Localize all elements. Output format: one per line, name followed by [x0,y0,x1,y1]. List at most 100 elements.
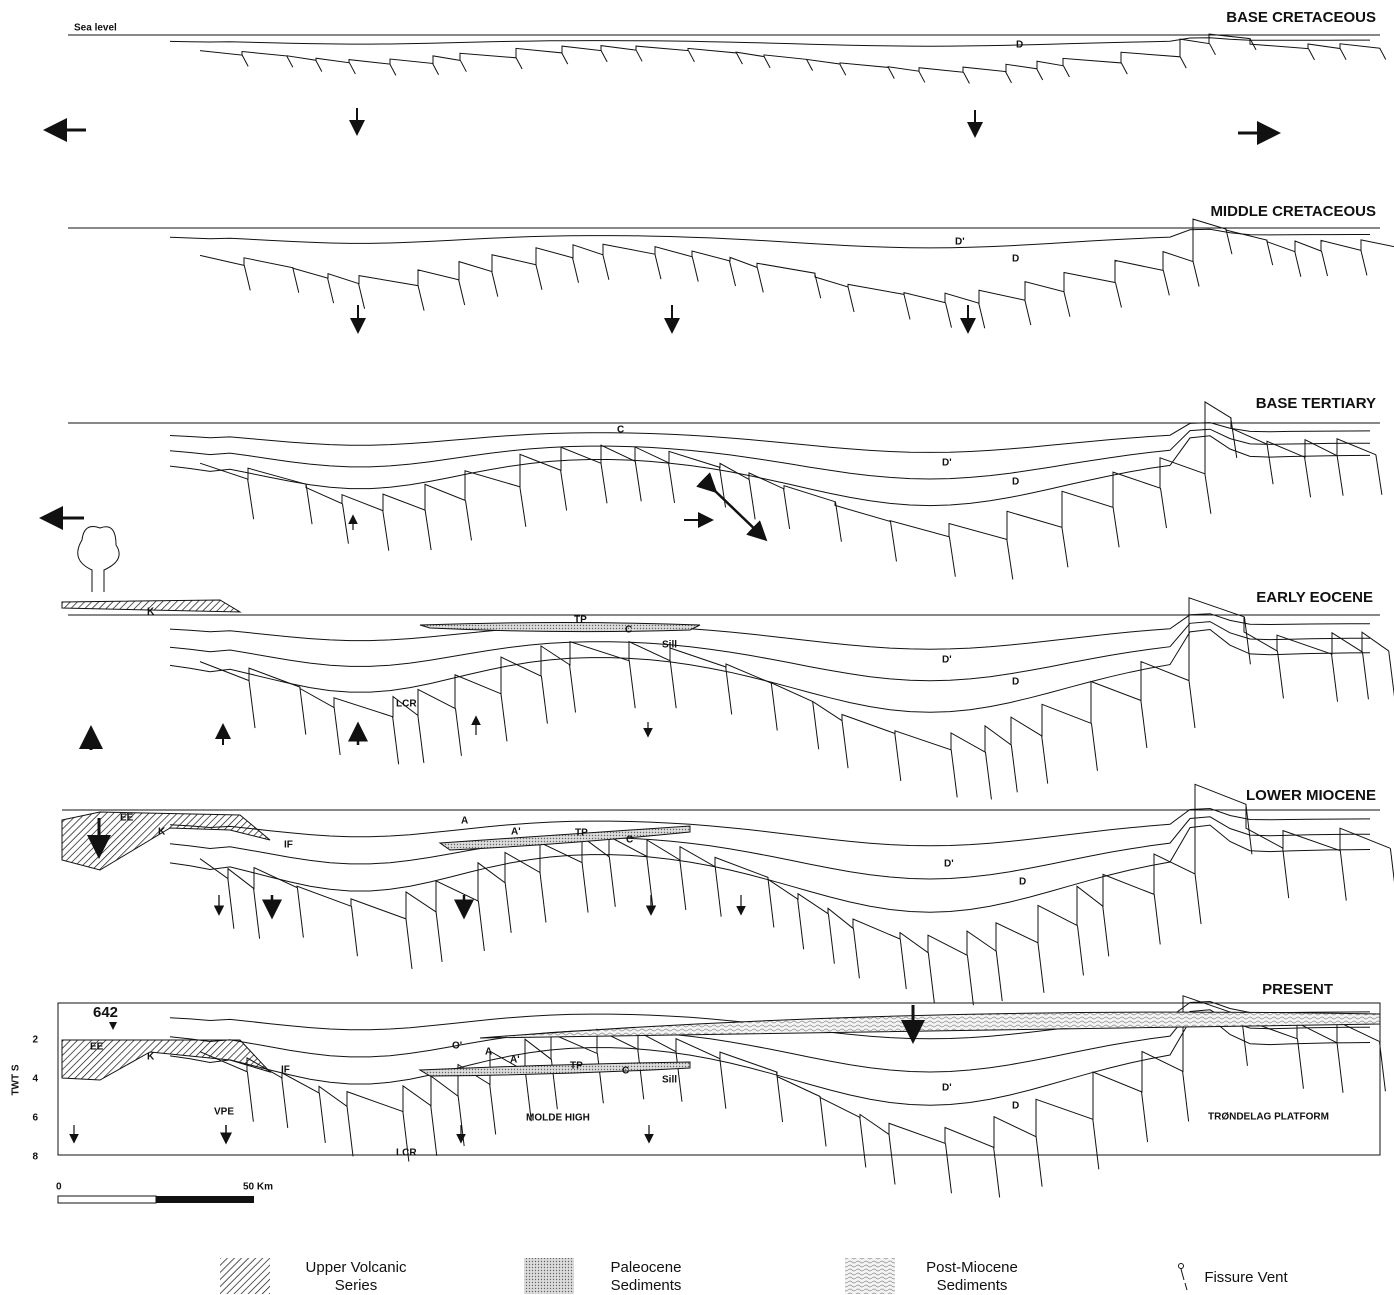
label: LCR [396,1148,417,1159]
fault [342,504,348,544]
label: D [1012,477,1019,488]
fault [890,521,896,561]
fault [835,502,841,542]
legend-label: Paleocene [611,1259,682,1276]
fault [1205,474,1211,514]
label: IF [281,1065,290,1076]
fault [455,708,461,756]
label: IF [284,840,293,851]
geology-layer [48,34,1394,1197]
fault [242,55,248,66]
fault [757,267,763,292]
fault [951,750,957,798]
fault [771,683,777,731]
fault [316,60,322,71]
fault [328,278,334,303]
fault [287,56,293,67]
fault [638,1049,644,1099]
fault [1283,848,1289,898]
fault [749,479,755,519]
label: LCR [396,699,417,710]
post-miocene-sediments [480,1012,1380,1038]
fault [1376,455,1382,495]
label: D [1012,254,1019,265]
fault [573,258,579,283]
fault [853,928,859,978]
label: D' [942,458,952,469]
label: D [1019,877,1026,888]
label: EE [120,813,134,824]
fissure-vent-icon [1179,1264,1188,1291]
fault [1077,925,1083,975]
fault [460,60,466,71]
fault [1308,49,1314,60]
fault [1361,250,1367,275]
fault [1389,651,1394,699]
fault [1042,736,1048,784]
horizon [170,429,1370,479]
label: K [147,607,155,618]
fault [842,721,848,769]
label: MOLDE HIGH [526,1113,590,1124]
fault [889,1134,895,1184]
label: TP [574,615,587,626]
label: O' [452,1041,462,1052]
fault [670,661,676,709]
fault [1390,848,1394,898]
label: TRØNDELAG PLATFORM [1208,1112,1329,1123]
legend-label: Sediments [937,1277,1008,1294]
fault [949,537,955,577]
panel-title: BASE TERTIARY [1256,395,1376,412]
fault [1141,700,1147,748]
fault [636,50,642,61]
fault [764,57,770,68]
fault [359,284,365,309]
fault [536,265,542,290]
label: C [622,1066,629,1077]
fault [720,1059,726,1109]
fault [501,694,507,742]
scale-end: 50 Km [243,1182,273,1193]
fault [425,510,431,550]
fault [900,939,906,989]
fault [492,272,498,297]
horizon [170,630,1370,713]
axis-tick-label: 8 [32,1152,38,1163]
fault [895,733,901,781]
label: K [158,827,166,838]
label: TP [570,1061,583,1072]
fault [254,889,260,939]
fault [520,487,526,527]
fault [688,51,694,62]
fault [1321,251,1327,276]
fault [1297,1039,1303,1089]
fault [383,511,389,551]
panel-title: MIDDLE CRETACEOUS [1210,203,1376,220]
fault [798,899,804,949]
fault [1121,63,1127,74]
fault [1231,418,1237,458]
fault [655,254,661,279]
axis-tick-label: 2 [32,1035,38,1046]
fault [282,1078,288,1128]
legend-label: Sediments [611,1277,682,1294]
legend-label: Upper Volcanic [306,1259,407,1276]
fault [297,888,303,938]
fault [1038,943,1044,993]
fault [601,51,607,62]
fault [433,64,439,75]
scale-bar-black [156,1196,254,1203]
fault [1115,282,1121,307]
axis-tick-label: 4 [32,1074,38,1085]
label: EE [90,1042,104,1053]
fault [1277,651,1283,699]
axis-tick-label: 6 [32,1113,38,1124]
scale-start: 0 [56,1182,62,1193]
label: D' [955,237,965,248]
fault [1142,1092,1148,1142]
fault [629,661,635,709]
fault [1332,654,1338,702]
fault [840,64,846,75]
fault [1154,894,1160,944]
fault [1340,851,1346,901]
